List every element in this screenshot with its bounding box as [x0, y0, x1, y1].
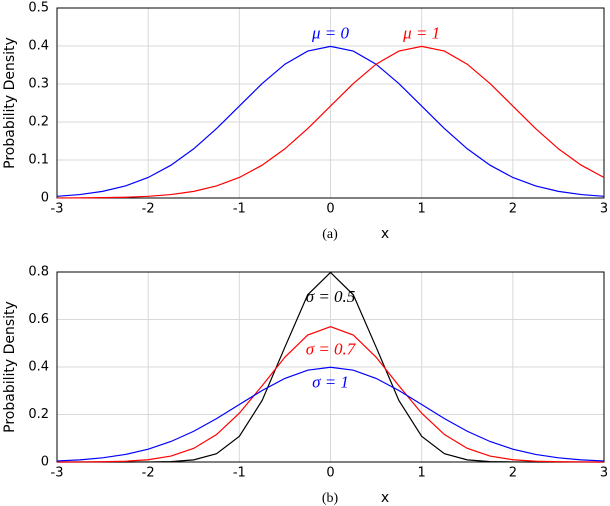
caption: (a)	[322, 227, 338, 242]
annotation: σ = 0.5	[306, 287, 356, 306]
annotation: μ = 0	[311, 24, 350, 43]
x-tick-label: 2	[509, 202, 517, 217]
y-tick-label: 0	[41, 191, 49, 206]
x-tick-label: 0	[326, 466, 334, 481]
annotation: σ = 0.7	[306, 339, 357, 358]
x-tick-label: 1	[418, 466, 426, 481]
y-axis-label: Probability Density	[2, 301, 18, 433]
x-tick-label: -1	[233, 466, 246, 481]
y-tick-label: 0.6	[28, 312, 49, 327]
data-line	[57, 271, 604, 463]
y-tick-label: 0.4	[28, 39, 49, 54]
y-tick-label: 0.8	[28, 265, 49, 280]
annotation: σ = 1	[312, 373, 349, 392]
x-tick-label: 1	[418, 202, 426, 217]
x-tick-label: -2	[142, 202, 155, 217]
plot-frame	[56, 7, 605, 199]
x-tick-label: 2	[509, 466, 517, 481]
x-axis-label: x	[381, 226, 389, 242]
caption: (b)	[322, 491, 339, 506]
x-tick-label: 0	[326, 202, 334, 217]
y-tick-label: 0	[41, 455, 49, 470]
y-axis-label: Probability Density	[2, 37, 18, 169]
data-line	[56, 45, 605, 197]
data-line	[56, 366, 605, 462]
data-line	[56, 326, 605, 463]
y-tick-label: 0.5	[28, 1, 49, 16]
y-tick-label: 0.1	[28, 153, 49, 168]
x-tick-label: -3	[51, 202, 64, 217]
y-tick-label: 0.2	[28, 115, 49, 130]
y-tick-label: 0.2	[28, 407, 49, 422]
annotation: μ = 1	[402, 24, 440, 43]
x-tick-label: -2	[142, 466, 155, 481]
x-axis-label: x	[381, 490, 389, 506]
data-line	[56, 45, 605, 199]
x-tick-label: 3	[600, 202, 608, 217]
x-tick-label: -1	[233, 202, 246, 217]
x-tick-label: -3	[51, 466, 64, 481]
y-tick-label: 0.4	[28, 360, 49, 375]
x-tick-label: 3	[600, 466, 608, 481]
y-tick-label: 0.3	[28, 77, 49, 92]
